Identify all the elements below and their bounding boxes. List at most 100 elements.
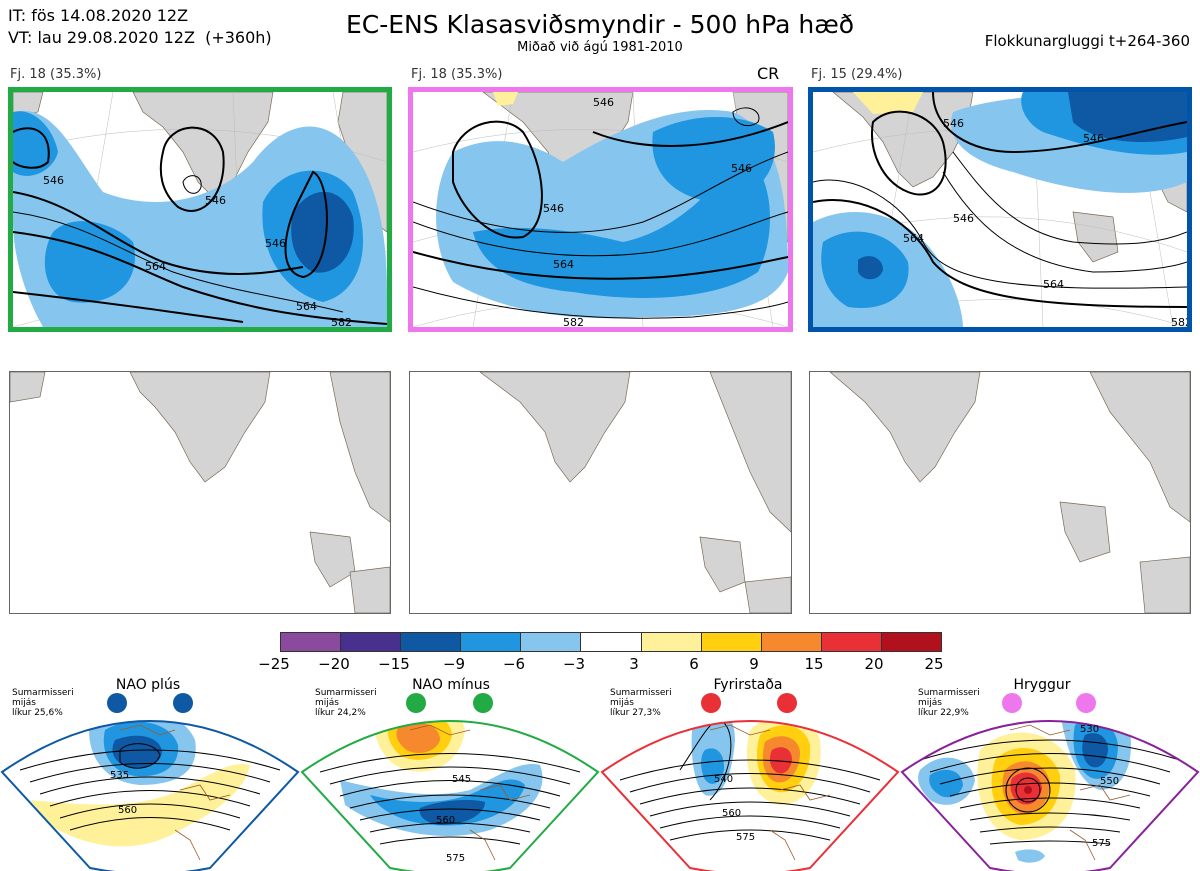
regime-3-info: Sumarmisseri mijás líkur 27,3% xyxy=(610,688,672,718)
colorbar xyxy=(280,632,942,652)
cluster-2-map[interactable]: 546 546 546 564 582 xyxy=(408,87,793,332)
regime-2-marker xyxy=(406,693,426,713)
colorbar-segment xyxy=(281,633,342,651)
regime-3-name: Fyrirstaða xyxy=(713,677,783,693)
colorbar-tick: 25 xyxy=(924,655,944,673)
regime-3-map[interactable]: 540 560 575 xyxy=(600,690,900,871)
contour-label: 560 xyxy=(722,808,741,819)
regime-2-fan xyxy=(302,721,598,871)
colorbar-tick: 20 xyxy=(864,655,884,673)
regime-1-outline xyxy=(0,720,300,871)
regime-2-map[interactable]: 545 560 575 xyxy=(300,690,600,871)
regime-4-fan xyxy=(902,721,1198,871)
regime-info-line: líkur 27,3% xyxy=(610,708,661,718)
regime-info-line: mijás xyxy=(12,698,36,708)
colorbar-segment xyxy=(761,633,822,651)
contour-label: 564 xyxy=(1043,278,1064,291)
it-line: IT: fös 14.08.2020 12Z xyxy=(8,6,189,25)
empty-map-1-svg xyxy=(10,372,390,613)
contour-label: 546 xyxy=(543,202,564,215)
regime-4-marker xyxy=(1002,693,1022,713)
regime-3-outline xyxy=(600,720,900,871)
regime-1-info: Sumarmisseri mijás líkur 25,6% xyxy=(12,688,74,718)
regime-2-name: NAO mínus xyxy=(412,677,490,693)
colorbar-segment xyxy=(641,633,702,651)
contour-label: 550 xyxy=(1100,776,1119,787)
contour-label: 560 xyxy=(436,815,455,826)
regime-3-fan xyxy=(602,721,898,871)
cluster-3-label: Fj. 15 (29.4%) xyxy=(811,67,903,82)
contour-label: 564 xyxy=(903,232,924,245)
page-subtitle: Miðað við ágú 1981-2010 xyxy=(517,40,683,55)
contour-label: 582 xyxy=(563,316,584,327)
contour-labels: 546 546 564 564 546 582 xyxy=(903,117,1187,327)
cluster-1-map-svg: 546 546 546 564 564 582 xyxy=(13,92,387,327)
regime-2-info: Sumarmisseri mijás líkur 24,2% xyxy=(315,688,377,718)
colorbar-segment xyxy=(581,633,642,651)
colorbar-tick: 6 xyxy=(689,655,699,673)
contour-label: 546 xyxy=(205,194,226,207)
colorbar-segment xyxy=(461,633,522,651)
cluster-3-map-svg: 546 546 564 564 546 582 xyxy=(813,92,1187,327)
regime-4-marker xyxy=(1076,693,1096,713)
contour-label: 546 xyxy=(265,237,286,250)
empty-map-1[interactable] xyxy=(9,371,391,614)
regime-4-name: Hryggur xyxy=(1013,677,1071,693)
contour-label: 546 xyxy=(1083,132,1104,145)
regime-4-map[interactable]: 530 550 575 xyxy=(900,690,1200,871)
colorbar-tick: −15 xyxy=(378,655,410,673)
contour-label: 535 xyxy=(110,770,129,781)
regime-4-info: Sumarmisseri mijás líkur 22,9% xyxy=(918,688,980,718)
regime-info-line: mijás xyxy=(918,698,942,708)
cluster-1-label: Fj. 18 (35.3%) xyxy=(10,67,102,82)
colorbar-tick: 15 xyxy=(804,655,824,673)
regime-1-marker xyxy=(173,693,193,713)
colorbar-segment xyxy=(821,633,882,651)
contour-label: 546 xyxy=(43,174,64,187)
contour-label: 575 xyxy=(446,853,465,864)
regime-1-name: NAO plús xyxy=(115,677,181,693)
regime-info-line: Sumarmisseri xyxy=(12,688,74,698)
colorbar-tick: 9 xyxy=(749,655,759,673)
regime-1-map[interactable]: 535 560 xyxy=(0,690,300,871)
contour-label: 560 xyxy=(118,805,137,816)
colorbar-segment xyxy=(401,633,462,651)
contour-label: 546 xyxy=(943,117,964,130)
cluster-1-map[interactable]: 546 546 546 564 564 582 xyxy=(8,87,392,332)
regime-info-line: mijás xyxy=(610,698,634,708)
contour-label: 582 xyxy=(1171,316,1187,327)
regime-1-fan xyxy=(2,721,298,871)
regime-info-line: Sumarmisseri xyxy=(315,688,377,698)
window-label: Flokkunargluggi t+264-360 xyxy=(984,32,1190,50)
contour-label: 546 xyxy=(593,96,614,109)
land-shape xyxy=(829,372,1190,613)
colorbar-tick: −9 xyxy=(442,655,466,673)
land-shape xyxy=(10,372,390,613)
regime-3-marker xyxy=(777,693,797,713)
regime-info-line: líkur 22,9% xyxy=(918,708,969,718)
cluster-3-map[interactable]: 546 546 564 564 546 582 xyxy=(808,87,1192,332)
regime-info-line: líkur 24,2% xyxy=(315,708,366,718)
colorbar-tick: −6 xyxy=(502,655,526,673)
contour-label: 530 xyxy=(1080,724,1099,735)
contour-label: 575 xyxy=(1092,838,1111,849)
cluster-2-map-svg: 546 546 546 564 582 xyxy=(413,92,788,327)
empty-map-3[interactable] xyxy=(809,371,1191,614)
regime-2-outline xyxy=(300,720,600,871)
height-contours xyxy=(13,126,387,325)
regime-info-line: Sumarmisseri xyxy=(610,688,672,698)
land-shape xyxy=(479,372,791,613)
cluster-2-label: Fj. 18 (35.3%) xyxy=(411,67,503,82)
regime-4-outline xyxy=(900,720,1200,871)
empty-map-2[interactable] xyxy=(409,371,792,614)
contour-labels: 546 546 546 564 564 582 xyxy=(43,174,352,327)
contour-label: 545 xyxy=(452,774,471,785)
anomaly-shading xyxy=(813,92,1187,327)
contour-label: 540 xyxy=(714,774,733,785)
contour-label: 546 xyxy=(953,212,974,225)
height-contours xyxy=(813,92,1187,308)
regime-info-line: mijás xyxy=(315,698,339,708)
page-title: EC-ENS Klasasviðsmyndir - 500 hPa hæð xyxy=(345,10,855,39)
cr-label: CR xyxy=(757,64,780,83)
colorbar-tick: −25 xyxy=(258,655,290,673)
